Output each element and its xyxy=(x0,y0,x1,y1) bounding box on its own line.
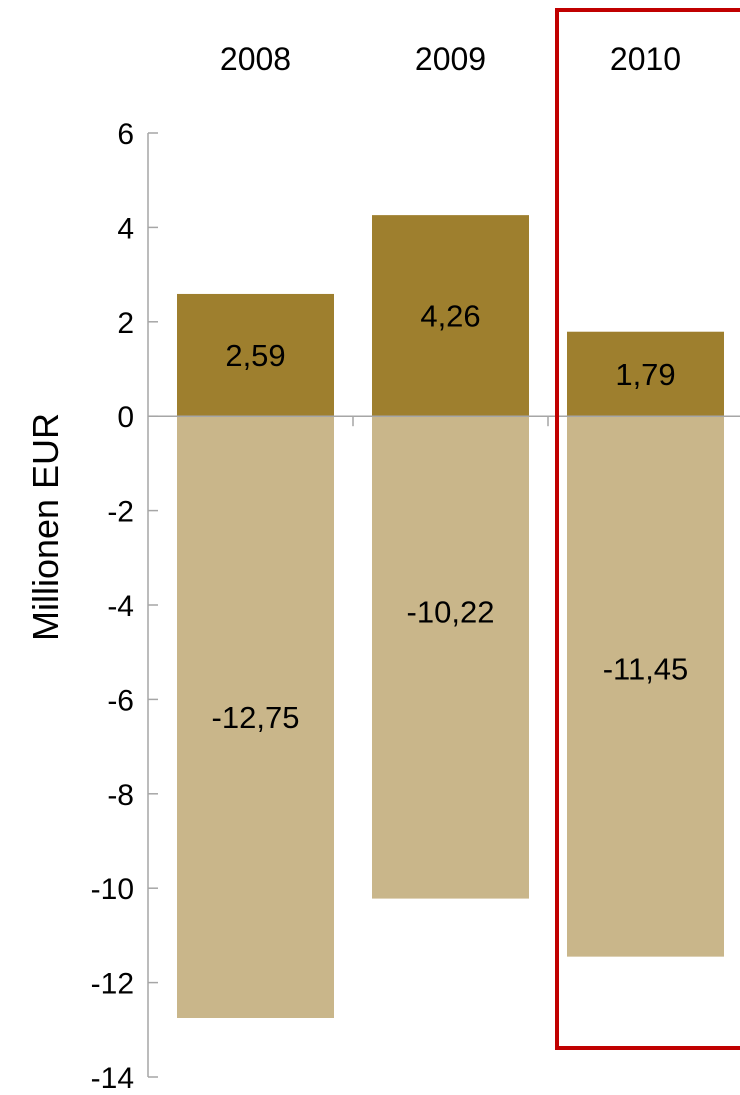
y-tick-label: 2 xyxy=(117,307,134,340)
data-label-2008-positive: 2,59 xyxy=(225,338,285,373)
y-tick-label: 4 xyxy=(117,212,134,245)
category-label-2010: 2010 xyxy=(610,41,681,77)
y-tick-label: -8 xyxy=(107,779,134,812)
bars-group xyxy=(177,215,724,1018)
data-label-2010-negative: -11,45 xyxy=(603,651,689,686)
bar-2009-positive xyxy=(372,215,529,417)
y-tick-label: -12 xyxy=(91,968,134,1001)
y-tick-label: 6 xyxy=(117,118,134,151)
data-label-2010-positive: 1,79 xyxy=(615,357,675,392)
highlight-group xyxy=(555,8,740,1050)
category-label-2009: 2009 xyxy=(415,41,486,77)
category-label-2008: 2008 xyxy=(220,41,291,77)
y-tick-label: -2 xyxy=(107,496,134,529)
y-tick-label: 0 xyxy=(117,401,134,434)
bar-2008-positive xyxy=(177,293,334,417)
data-label-2009-negative: -10,22 xyxy=(407,594,495,629)
bar-2009-negative xyxy=(372,416,529,899)
data-label-2008-negative: -12,75 xyxy=(212,700,300,735)
highlight-frame-2010 xyxy=(555,8,740,1050)
y-axis-title: Millionen EUR xyxy=(25,413,66,641)
y-tick-label: -6 xyxy=(107,684,134,717)
labels-group: 2,59 4,26 1,79 -12,75 -10,22 -11,45 2008 2009 20… xyxy=(212,41,689,735)
y-tick-label: -14 xyxy=(91,1062,134,1095)
bar-2008-negative xyxy=(177,416,334,1018)
axes-group: 6 4 2 0 -2 -4 -6 -8 -10 -12 -14 xyxy=(91,118,740,1095)
data-label-2009-positive: 4,26 xyxy=(420,299,480,334)
y-tick-label: -10 xyxy=(91,873,134,906)
bar-2010-positive xyxy=(567,331,724,417)
y-tick-label: -4 xyxy=(107,590,134,623)
bar-2010-negative xyxy=(567,416,724,957)
